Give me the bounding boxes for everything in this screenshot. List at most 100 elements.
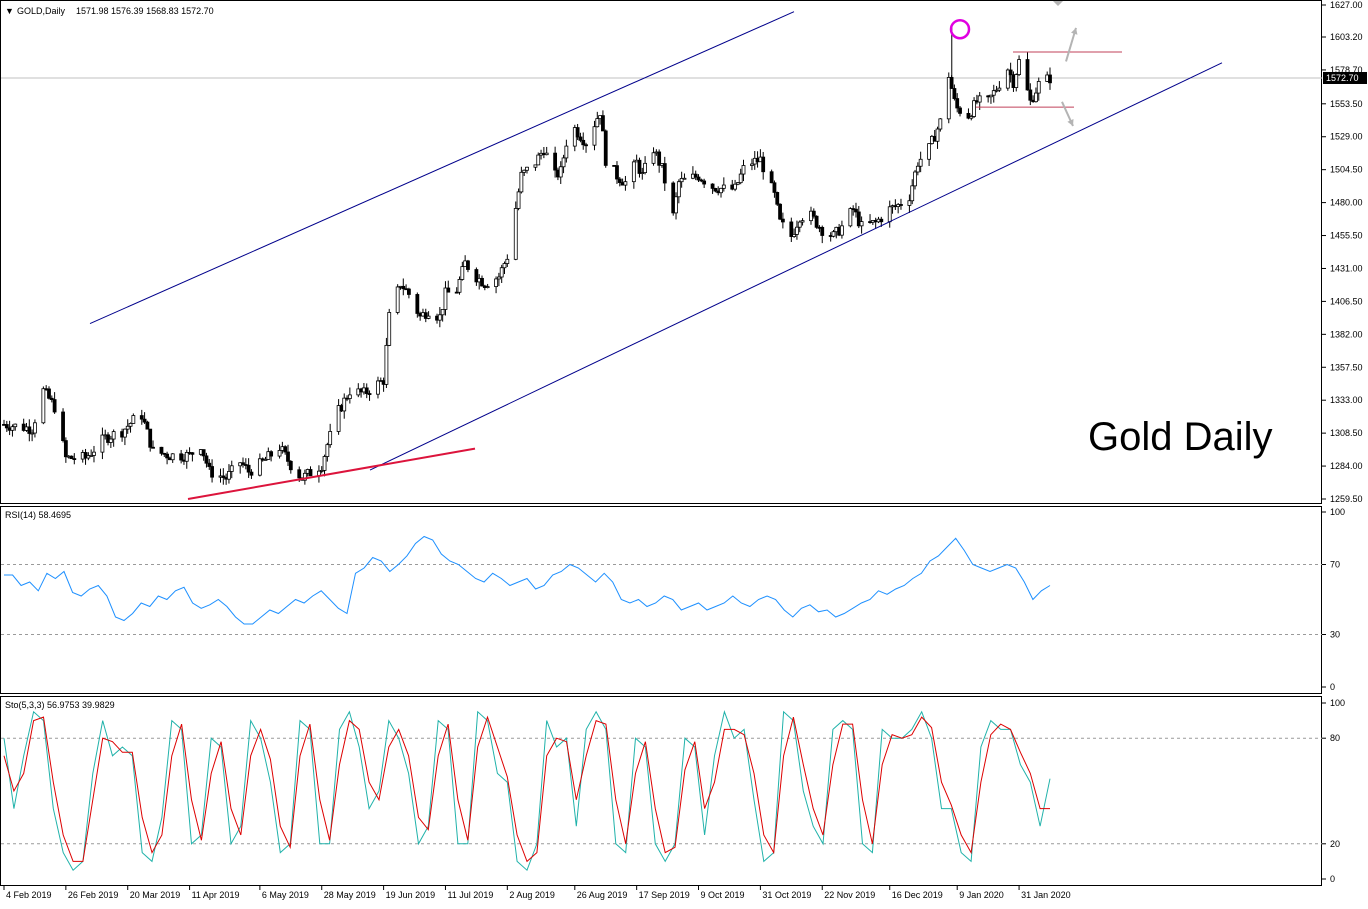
- candle-body: [640, 172, 645, 174]
- candle-body: [347, 394, 352, 399]
- candle-body: [513, 208, 518, 260]
- x-tick-label: 31 Oct 2019: [762, 890, 811, 900]
- candle-body: [457, 279, 462, 293]
- candle-body: [536, 154, 541, 166]
- x-tick-label: 22 Nov 2019: [824, 890, 875, 900]
- x-tick-label: 19 Jun 2019: [386, 890, 436, 900]
- candle-body: [935, 128, 940, 142]
- sto-y-tick-label: 0: [1330, 874, 1335, 884]
- x-tick-label: 20 Mar 2019: [130, 890, 181, 900]
- candle-body: [575, 127, 580, 138]
- candle-body: [1014, 74, 1019, 88]
- price-y-tick-label: 1333.00: [1330, 395, 1363, 405]
- rsi-panel[interactable]: [0, 506, 1322, 694]
- dropdown-arrow-icon[interactable]: ▼: [5, 6, 14, 16]
- candle-body: [184, 452, 189, 462]
- candle-body: [994, 89, 999, 92]
- candle-body: [797, 221, 802, 228]
- candle-body: [27, 426, 32, 434]
- x-tick-label: 11 Jul 2019: [447, 890, 493, 900]
- candle-body: [443, 287, 448, 310]
- candle-body: [4, 424, 9, 429]
- price-panel[interactable]: [0, 0, 1322, 504]
- candle-body: [364, 387, 369, 394]
- x-tick-label: 11 Apr 2019: [192, 890, 240, 900]
- candle-body: [637, 159, 642, 174]
- candle-body: [426, 315, 431, 319]
- x-tick-label: 9 Jan 2020: [959, 890, 1004, 900]
- current-price-label: 1572.70: [1326, 73, 1359, 83]
- trendlines[interactable]: [89, 1, 1223, 500]
- candle-body: [1034, 92, 1038, 103]
- candle-body: [159, 446, 164, 454]
- candle-body: [679, 178, 684, 183]
- x-tick-label: 26 Aug 2019: [577, 890, 628, 900]
- candle-body: [41, 388, 46, 424]
- rsi-title: RSI(14) 58.4695: [5, 510, 71, 520]
- candle-body: [72, 458, 77, 461]
- candle-body: [1005, 69, 1010, 89]
- price-y-tick-label: 1284.00: [1330, 461, 1363, 471]
- candle-body: [795, 226, 799, 235]
- sto-y-tick-label: 100: [1330, 698, 1345, 708]
- candle-body: [657, 151, 662, 166]
- current-price-box: [1323, 71, 1367, 84]
- candle-body: [564, 145, 569, 159]
- candle-body: [30, 432, 35, 435]
- candle-body: [907, 200, 912, 206]
- x-tick-label: 4 Feb 2019: [6, 890, 52, 900]
- candle-body: [623, 181, 628, 186]
- candle-body: [918, 158, 923, 167]
- candle-body: [302, 472, 307, 481]
- candle-body: [474, 269, 479, 283]
- breakdown-arrow-icon-head: [1067, 118, 1074, 126]
- candle-body: [693, 173, 698, 178]
- candle-body: [128, 423, 133, 427]
- candle-body: [1036, 81, 1041, 94]
- stochastic-title: Sto(5,3,3) 56.9753 39.9829: [5, 700, 115, 710]
- candle-body: [92, 451, 96, 456]
- candle-body: [778, 203, 782, 220]
- candle-body: [440, 309, 445, 316]
- candle-body: [342, 397, 347, 412]
- candle-body: [47, 388, 51, 399]
- ohlc-label: 1571.98 1576.39 1568.83 1572.70: [76, 6, 214, 16]
- candle-body: [131, 415, 136, 424]
- candle-body: [913, 171, 917, 187]
- candle-body: [496, 276, 501, 280]
- candle-body: [991, 90, 996, 96]
- price-y-tick-label: 1553.50: [1330, 99, 1363, 109]
- top-marker-circle: [949, 18, 971, 40]
- candle-body: [879, 218, 884, 223]
- x-tick-label: 16 Dec 2019: [892, 890, 943, 900]
- stochastic-panel[interactable]: [0, 696, 1322, 886]
- candle-body: [249, 471, 254, 476]
- candle-body: [775, 192, 780, 205]
- candle-body: [915, 165, 920, 173]
- candle-body: [662, 163, 667, 184]
- candle-body: [407, 288, 411, 295]
- sto-signal-line: [3, 715, 1050, 863]
- candle-body: [699, 179, 704, 182]
- support-trendline: [187, 447, 476, 500]
- candle-body: [800, 220, 805, 223]
- candle-body: [170, 453, 175, 461]
- candle-body: [966, 112, 971, 119]
- candle-body: [811, 210, 816, 217]
- candle-body: [165, 453, 169, 459]
- rsi-y-axis: 100 70 30 0: [1, 507, 1345, 692]
- candle-body: [840, 225, 844, 236]
- candle-body: [856, 211, 861, 227]
- candle-body: [578, 136, 583, 141]
- candle-body: [210, 466, 214, 478]
- candle-body: [592, 126, 597, 146]
- candle-body: [955, 98, 960, 109]
- candle-body: [989, 94, 993, 98]
- rsi-y-tick-label: 0: [1330, 682, 1335, 692]
- candle-body: [111, 431, 116, 440]
- stochastic-y-axis: 100 80 20 0: [1, 698, 1345, 884]
- offscreen-arrow-icon: [1053, 1, 1063, 6]
- candle-body: [376, 380, 380, 395]
- candle-body: [52, 399, 57, 413]
